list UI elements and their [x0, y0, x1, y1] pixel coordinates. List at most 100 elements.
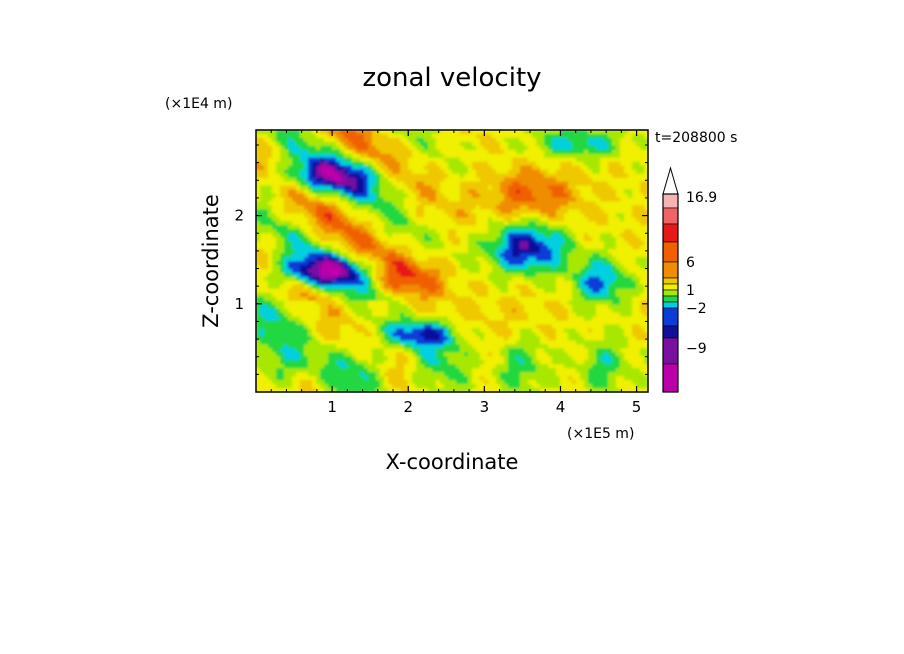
heatmap-cell: [364, 205, 369, 210]
heatmap-cell: [336, 141, 341, 147]
heatmap-cell: [544, 157, 549, 163]
heatmap-cell: [320, 157, 325, 163]
heatmap-cell: [288, 237, 293, 242]
heatmap-cell: [332, 304, 337, 310]
heatmap-cell: [276, 217, 281, 222]
heatmap-cell: [504, 181, 509, 187]
heatmap-cell: [620, 261, 625, 266]
heatmap-cell: [260, 189, 265, 195]
heatmap-cell: [364, 209, 369, 214]
heatmap-cell: [316, 173, 321, 179]
heatmap-cell: [496, 145, 501, 151]
heatmap-cell: [280, 253, 285, 258]
heatmap-cell: [548, 253, 553, 258]
heatmap-cell: [472, 137, 477, 143]
heatmap-cell: [596, 209, 601, 214]
heatmap-cell: [344, 141, 349, 147]
heatmap-cell: [352, 173, 357, 179]
heatmap-cell: [604, 241, 609, 246]
heatmap-cell: [288, 209, 293, 214]
heatmap-cell: [384, 312, 389, 318]
heatmap-cell: [460, 169, 465, 175]
heatmap-cell: [336, 213, 341, 218]
heatmap-cell: [552, 300, 557, 306]
heatmap-cell: [440, 241, 445, 246]
heatmap-cell: [540, 257, 545, 262]
heatmap-cell: [416, 217, 421, 222]
heatmap-cell: [444, 233, 449, 238]
heatmap-cell: [316, 189, 321, 195]
heatmap-cell: [256, 173, 261, 179]
heatmap-cell: [404, 296, 409, 302]
heatmap-cell: [644, 221, 648, 226]
heatmap-cell: [560, 272, 565, 278]
heatmap-cell: [400, 130, 405, 135]
heatmap-cell: [272, 320, 277, 326]
heatmap-cell: [504, 165, 509, 171]
heatmap-cell: [524, 233, 529, 238]
heatmap-cell: [636, 264, 641, 270]
heatmap-cell: [424, 316, 429, 322]
heatmap-cell: [260, 185, 265, 191]
heatmap-cell: [560, 237, 565, 242]
heatmap-cell: [528, 233, 533, 238]
heatmap-cell: [628, 312, 633, 318]
heatmap-cell: [588, 233, 593, 238]
heatmap-cell: [544, 276, 549, 282]
heatmap-cell: [544, 288, 549, 294]
heatmap-cell: [360, 324, 365, 330]
heatmap-cell: [400, 264, 405, 270]
heatmap-cell: [588, 189, 593, 195]
heatmap-cell: [388, 209, 393, 214]
heatmap-cell: [332, 276, 337, 282]
heatmap-cell: [560, 133, 565, 139]
heatmap-cell: [444, 320, 449, 326]
heatmap-cell: [428, 241, 433, 246]
heatmap-cell: [572, 257, 577, 262]
heatmap-cell: [420, 249, 425, 254]
heatmap-cell: [360, 292, 365, 298]
heatmap-cell: [388, 320, 393, 326]
heatmap-cell: [308, 197, 313, 203]
heatmap-cell: [476, 217, 481, 222]
heatmap-cell: [312, 189, 317, 195]
heatmap-cell: [388, 173, 393, 179]
heatmap-cell: [336, 217, 341, 222]
heatmap-cell: [640, 153, 645, 159]
heatmap-cell: [284, 324, 289, 330]
heatmap-cell: [432, 324, 437, 330]
heatmap-cell: [444, 292, 449, 298]
heatmap-cell: [560, 257, 565, 262]
heatmap-cell: [552, 173, 557, 179]
heatmap-cell: [436, 173, 441, 179]
heatmap-cell: [400, 205, 405, 210]
heatmap-cell: [316, 161, 321, 167]
heatmap-cell: [324, 217, 329, 222]
heatmap-cell: [352, 241, 357, 246]
heatmap-cell: [292, 141, 297, 147]
heatmap-cell: [620, 193, 625, 199]
heatmap-cell: [312, 261, 317, 266]
heatmap-cell: [552, 261, 557, 266]
heatmap-cell: [328, 181, 333, 187]
chart-title: zonal velocity: [362, 63, 541, 93]
heatmap-cell: [616, 308, 621, 314]
heatmap-cell: [400, 225, 405, 230]
heatmap-cell: [632, 316, 637, 322]
heatmap-cell: [284, 320, 289, 326]
heatmap-cell: [396, 261, 401, 266]
heatmap-cell: [300, 304, 305, 310]
heatmap-cell: [504, 257, 509, 262]
heatmap-cell: [604, 245, 609, 250]
heatmap-cell: [368, 161, 373, 167]
heatmap-cell: [364, 197, 369, 203]
heatmap-cell: [560, 264, 565, 270]
heatmap-cell: [456, 276, 461, 282]
heatmap-cell: [380, 253, 385, 258]
heatmap-cell: [296, 261, 301, 266]
heatmap-cell: [632, 157, 637, 163]
heatmap-cell: [544, 304, 549, 310]
heatmap-cell: [280, 193, 285, 199]
heatmap-cell: [468, 169, 473, 175]
heatmap-cell: [360, 157, 365, 163]
